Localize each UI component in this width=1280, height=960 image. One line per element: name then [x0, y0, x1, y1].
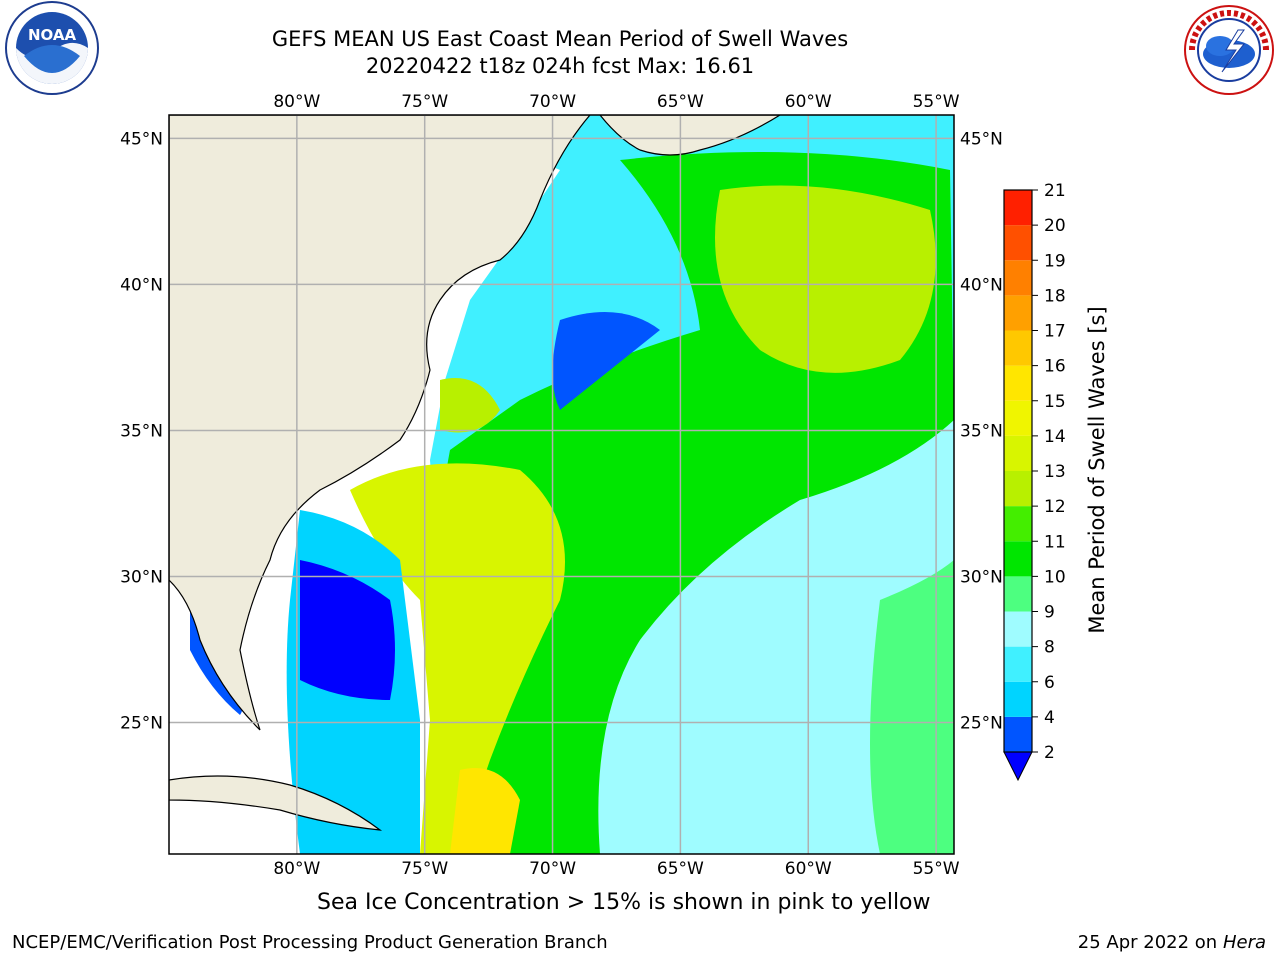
colorbar: 2 4 6 8 9 10 11 12 13 14 15 16 17 18 19 20 21 [1003, 181, 1066, 782]
swell-field-max-south [450, 768, 520, 854]
colorbar-segment [1004, 400, 1032, 436]
colorbar-tick-label: 13 [1044, 462, 1066, 482]
colorbar-tick-label: 17 [1044, 322, 1066, 342]
map-figure: 80°W 80°W 75°W 75°W 70°W 70°W 65°W 65°W 60°W 60°W… [120, 92, 1109, 879]
colorbar-tick-label: 8 [1044, 638, 1055, 658]
lat-label-left: 35°N [120, 421, 163, 441]
colorbar-segment [1004, 365, 1032, 401]
colorbar-segment [1004, 330, 1032, 366]
colorbar-segment [1004, 260, 1032, 296]
swell-field-east-green [870, 560, 954, 854]
colorbar-segment [1004, 190, 1032, 226]
colorbar-segment [1004, 295, 1032, 331]
colorbar-segment [1004, 541, 1032, 577]
lon-label-bottom: 75°W [401, 859, 448, 879]
colorbar-label: Mean Period of Swell Waves [s] [1085, 306, 1109, 633]
colorbar-tick-label: 19 [1044, 251, 1066, 271]
swell-field-low-period-gulfstream [552, 312, 660, 410]
colorbar-segment [1004, 225, 1032, 261]
lat-label-left: 40°N [120, 275, 163, 295]
lat-label-right: 40°N [960, 275, 1003, 295]
land-cuba [169, 775, 383, 831]
lon-label-top: 65°W [657, 92, 704, 112]
colorbar-tick-label: 14 [1044, 427, 1066, 447]
lon-label-bottom: 70°W [529, 859, 576, 879]
colorbar-tick-label: 12 [1044, 497, 1066, 517]
lon-label-top: 60°W [785, 92, 832, 112]
colorbar-tick-label: 10 [1044, 567, 1066, 587]
date-stamp: 25 Apr 2022 on Hera [1078, 932, 1266, 953]
gridlines [169, 115, 954, 854]
credit-line: NCEP/EMC/Verification Post Processing Pr… [12, 932, 608, 953]
lon-label-top: 55°W [913, 92, 960, 112]
lat-label-right: 35°N [960, 421, 1003, 441]
colorbar-tick-label: 4 [1044, 708, 1055, 728]
swell-field-yellow-hatteras [440, 378, 500, 433]
host-name: Hera [1222, 932, 1266, 953]
tick-labels: 80°W 80°W 75°W 75°W 70°W 70°W 65°W 65°W 60°W 60°W… [120, 92, 1003, 879]
lon-label-top: 70°W [529, 92, 576, 112]
lon-label-bottom: 60°W [785, 859, 832, 879]
colorbar-segment [1004, 576, 1032, 612]
colorbar-segment [1004, 506, 1032, 542]
title-line-1: GEFS MEAN US East Coast Mean Period of S… [271, 27, 849, 51]
colorbar-segment [1004, 646, 1032, 682]
land-north-america [169, 115, 591, 731]
lat-label-right: 25°N [960, 714, 1003, 734]
colorbar-tick-label: 11 [1044, 532, 1066, 552]
lon-label-bottom: 65°W [657, 859, 704, 879]
colorbar-tick-label: 21 [1044, 181, 1066, 201]
lat-label-right: 45°N [960, 129, 1003, 149]
swell-field-yellow-south [350, 463, 565, 854]
colorbar-segment [1004, 471, 1032, 507]
lat-label-left: 25°N [120, 714, 163, 734]
colorbar-tick-label: 2 [1044, 743, 1055, 763]
colorbar-segment [1004, 435, 1032, 471]
lon-label-bottom: 55°W [913, 859, 960, 879]
lat-label-left: 45°N [120, 129, 163, 149]
colorbar-tick-label: 16 [1044, 357, 1066, 377]
lon-label-bottom: 80°W [273, 859, 320, 879]
colorbar-tick-label: 18 [1044, 286, 1066, 306]
title-line-2: 20220422 t18z 024h fcst Max: 16.61 [365, 54, 755, 78]
map-frame [168, 114, 955, 855]
colorbar-segment [1004, 611, 1032, 647]
map-area [169, 115, 954, 854]
colorbar-segment [1004, 716, 1032, 752]
noaa-logo: NOAA [5, 1, 99, 95]
colorbar-tick-label: 9 [1044, 603, 1055, 623]
lat-label-left: 30°N [120, 568, 163, 588]
colorbar-under-arrow [1003, 751, 1033, 782]
nws-logo [1184, 5, 1274, 95]
sea-ice-note: Sea Ice Concentration > 15% is shown in … [317, 890, 931, 915]
swell-field-low-period-bahamas [300, 560, 395, 700]
colorbar-tick-label: 15 [1044, 392, 1066, 412]
noaa-logo-text: NOAA [28, 26, 77, 44]
lat-label-right: 30°N [960, 568, 1003, 588]
colorbar-segment [1004, 681, 1032, 717]
lon-label-top: 75°W [401, 92, 448, 112]
lon-label-top: 80°W [273, 92, 320, 112]
date-text: 25 Apr 2022 on [1077, 932, 1223, 953]
colorbar-tick-label: 6 [1044, 673, 1055, 693]
swell-field-yellow-green-ne [715, 185, 936, 373]
colorbar-tick-label: 20 [1044, 216, 1066, 236]
